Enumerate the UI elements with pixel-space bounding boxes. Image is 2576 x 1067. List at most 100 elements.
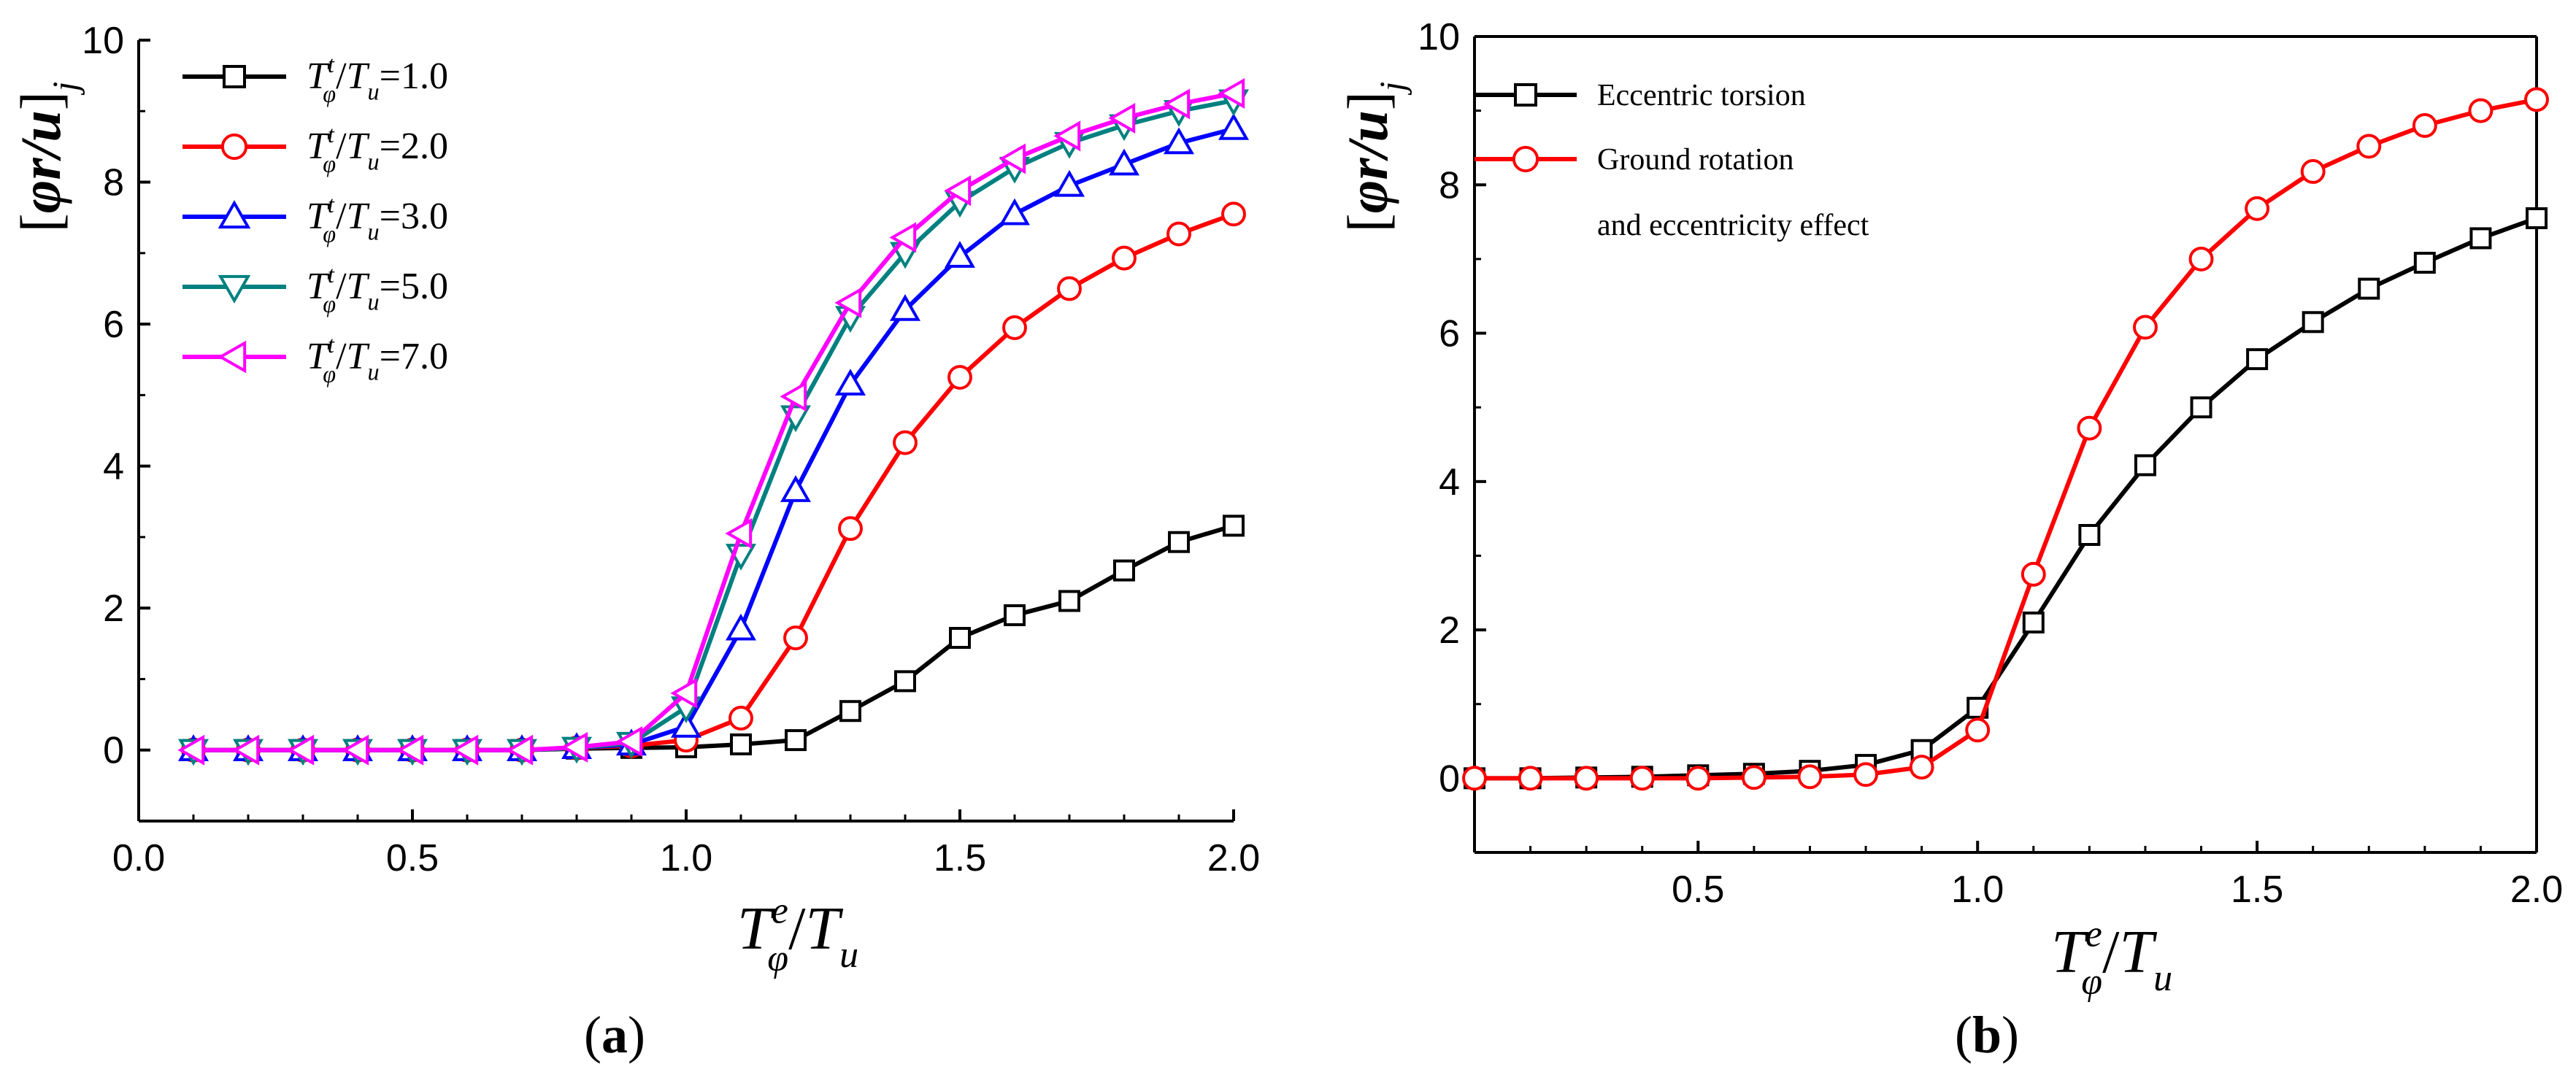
- data-point: [945, 241, 975, 268]
- y-axis-label: [φr/u]j: [1336, 82, 1412, 232]
- data-point: [1629, 766, 1655, 791]
- data-point: [999, 143, 1026, 174]
- legend-label: Tt φ/Tu=5.0: [307, 261, 448, 317]
- data-point: [287, 734, 315, 766]
- series-5: [177, 77, 1245, 766]
- x-tick-label: 1.5: [934, 837, 986, 879]
- data-point: [1164, 127, 1194, 155]
- series-line: [193, 523, 1234, 752]
- x-tick-label: 2.0: [2510, 868, 2563, 911]
- legend-item: Tt φ/Tu=3.0: [182, 191, 448, 247]
- data-point: [780, 381, 807, 412]
- x-tick-label: 1.5: [2231, 868, 2283, 911]
- data-point: [2078, 523, 2101, 546]
- panel-b-caption: (b): [1955, 1006, 2019, 1064]
- data-point: [1909, 755, 1934, 780]
- data-point: [944, 175, 972, 207]
- series-line: [1475, 216, 2538, 781]
- data-point: [2468, 98, 2494, 123]
- data-point: [2526, 207, 2548, 230]
- legend-marker: [1514, 83, 1537, 107]
- data-point: [783, 625, 808, 650]
- data-point: [1518, 766, 1543, 791]
- data-point: [2190, 396, 2212, 419]
- data-point: [342, 734, 369, 766]
- legend-label: Tt φ/Tu=2.0: [307, 121, 448, 177]
- x-tick-label: 0.5: [386, 837, 439, 879]
- y-tick-label: 10: [82, 20, 124, 62]
- data-point: [838, 516, 863, 542]
- panel-a: 0 2 4 6 8 10 0.0 0.5 1.0 1.5 2.0 [φr/u]j Te φ/Tu (a) Tt…: [9, 20, 1260, 1064]
- legend-item: Eccentric torsion: [1475, 79, 1806, 112]
- y-tick-label: 0: [1439, 758, 1460, 800]
- data-point: [839, 700, 861, 723]
- x-ticks: 0.0 0.5 1.0 1.5 2.0: [112, 809, 1260, 879]
- data-point: [725, 518, 753, 550]
- data-point: [232, 734, 260, 766]
- data-point: [615, 726, 643, 758]
- data-point: [671, 711, 701, 738]
- legend-label: Ground rotation: [1597, 143, 1793, 177]
- data-point: [947, 365, 972, 390]
- data-point: [730, 733, 752, 755]
- data-point: [1109, 148, 1139, 176]
- data-point: [2412, 113, 2437, 138]
- x-tick-label: 0.0: [112, 837, 165, 879]
- data-point: [2413, 251, 2436, 274]
- y-axis-label: [φr/u]j: [9, 82, 85, 232]
- data-point: [2300, 159, 2326, 184]
- data-point: [1218, 77, 1245, 109]
- x-tick-label: 1.0: [1951, 868, 2004, 911]
- data-point: [2188, 246, 2214, 271]
- data-point: [506, 734, 534, 766]
- data-point: [1058, 590, 1080, 612]
- data-point: [1741, 765, 1766, 790]
- y-ticks: 0 2 4 6 8 10: [1418, 16, 1486, 800]
- data-point: [1221, 201, 1246, 227]
- data-point: [1574, 766, 1599, 791]
- data-point: [1163, 88, 1191, 120]
- data-point: [1218, 113, 1249, 140]
- data-point: [1853, 762, 1879, 787]
- data-point: [1054, 169, 1085, 197]
- data-point: [1002, 315, 1027, 340]
- data-point: [2246, 348, 2269, 371]
- legend: Eccentric torsion Ground rotation and ecce…: [1475, 79, 1869, 242]
- x-ticks: 0.5 1.0 1.5 2.0: [1473, 841, 2563, 911]
- data-point: [2524, 87, 2549, 112]
- legend: Tt φ/Tu=1.0 Tt φ/Tu=2.0 Tt φ/Tu=3.0 Tt φ/Tu=5.0…: [182, 51, 448, 388]
- y-tick-label: 2: [1439, 609, 1460, 652]
- data-point: [2356, 134, 2382, 159]
- y-tick-label: 2: [103, 588, 124, 630]
- data-point: [728, 706, 753, 731]
- legend-marker: [220, 133, 248, 161]
- data-point: [834, 287, 862, 318]
- legend-marker: [218, 274, 251, 304]
- series-2: [1462, 87, 2549, 791]
- legend-label: Eccentric torsion: [1597, 79, 1806, 112]
- data-point: [1223, 515, 1245, 537]
- data-point: [1057, 276, 1082, 301]
- y-tick-label: 6: [1439, 313, 1460, 355]
- data-point: [780, 475, 811, 502]
- legend-item: Tt φ/Tu=7.0: [182, 331, 448, 388]
- data-point: [999, 198, 1030, 226]
- data-point: [2358, 277, 2380, 300]
- data-point: [396, 734, 424, 766]
- x-tick-label: 1.0: [660, 837, 712, 879]
- legend-marker: [223, 65, 246, 88]
- data-point: [177, 734, 205, 766]
- y-tick-label: 8: [103, 162, 124, 204]
- legend-item: Tt φ/Tu=5.0: [182, 261, 448, 317]
- legend-marker: [218, 340, 247, 374]
- data-point: [1108, 103, 1136, 134]
- data-point: [1053, 120, 1081, 152]
- x-tick-label: 0.5: [1672, 868, 1724, 911]
- data-point: [893, 430, 918, 455]
- legend-item: Ground rotation and eccentricity effect: [1475, 143, 1869, 242]
- data-point: [561, 731, 588, 763]
- data-point: [2021, 561, 2046, 587]
- data-point: [1685, 766, 1711, 791]
- data-point: [1965, 717, 1991, 743]
